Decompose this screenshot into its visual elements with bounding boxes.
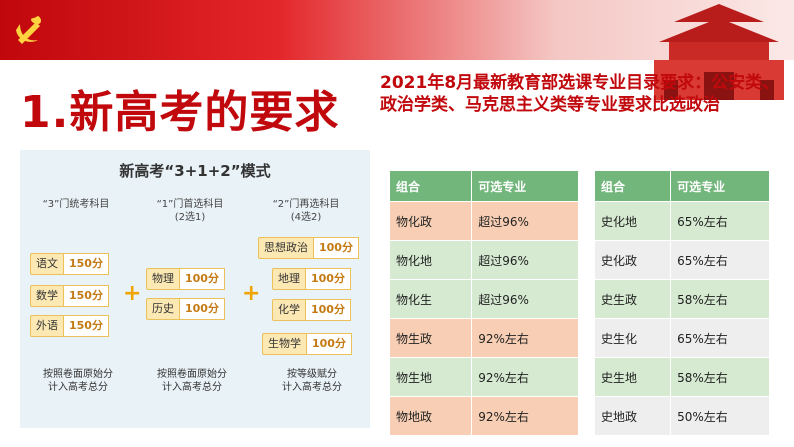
table-row: 物生地 92%左右 [388, 357, 579, 397]
table-row: 史地政 50%左右 [593, 396, 770, 436]
table-row: 史生政 58%左右 [593, 279, 770, 319]
subject-math: 数学 150分 [30, 285, 109, 307]
requirement-text: 2021年8月最新教育部选课专业目录要求：公安类、政治学类、马克思主义类等专业要… [380, 73, 780, 115]
col2-foot: 按照卷面原始分 计入高考总分 [157, 369, 227, 393]
model-panel: 新高考“3+1+2”模式 “3”门统考科目 “1”门首选科目 (2选1) “2”… [20, 150, 370, 428]
table-row: 史生化 65%左右 [593, 318, 770, 358]
col3-head: “2”门再选科目 (4选2) [272, 199, 340, 223]
page-title: 1.新高考的要求 [20, 87, 340, 138]
top-banner [0, 0, 794, 100]
history-combo-table: 组合 可选专业 史化地 65%左右 史化政 65%左右 史生政 58%左右 史生化 65%… [593, 170, 770, 436]
table-row: 物生政 92%左右 [388, 318, 579, 358]
table-row: 史化政 65%左右 [593, 240, 770, 280]
col1-head: “3”门统考科目 [42, 199, 110, 210]
table-row: 物化政 超过96% [388, 201, 579, 241]
physics-combo-table: 组合 可选专业 物化政 超过96% 物化地 超过96% 物化生 超过96% 物生政 92%… [388, 170, 579, 436]
subject-foreign: 外语 150分 [30, 315, 109, 337]
tiananmen-icon [654, 4, 784, 100]
table-row: 物化生 超过96% [388, 279, 579, 319]
table-row: 物地政 92%左右 [388, 396, 579, 436]
col1-foot: 按照卷面原始分 计入高考总分 [43, 369, 113, 393]
subject-politics: 思想政治 100分 [258, 237, 359, 259]
table-header-row: 组合 可选专业 [388, 170, 579, 202]
subject-geography: 地理 100分 [272, 268, 351, 290]
table-row: 史化地 65%左右 [593, 201, 770, 241]
subject-chinese: 语文 150分 [30, 253, 109, 275]
plus-icon: + [123, 281, 142, 306]
subject-biology: 生物学 100分 [262, 333, 352, 355]
col3-foot: 按等级赋分 计入高考总分 [282, 369, 342, 393]
table-header-row: 组合 可选专业 [593, 170, 770, 202]
subject-history: 历史 100分 [146, 298, 225, 320]
plus-icon: + [242, 281, 261, 306]
table-row: 物化地 超过96% [388, 240, 579, 280]
subject-physics: 物理 100分 [146, 268, 225, 290]
party-emblem-icon [16, 16, 41, 44]
table-row: 史生地 58%左右 [593, 357, 770, 397]
model-title: 新高考“3+1+2”模式 [20, 160, 370, 184]
col2-head: “1”门首选科目 (2选1) [156, 199, 224, 223]
subject-chemistry: 化学 100分 [272, 299, 351, 321]
